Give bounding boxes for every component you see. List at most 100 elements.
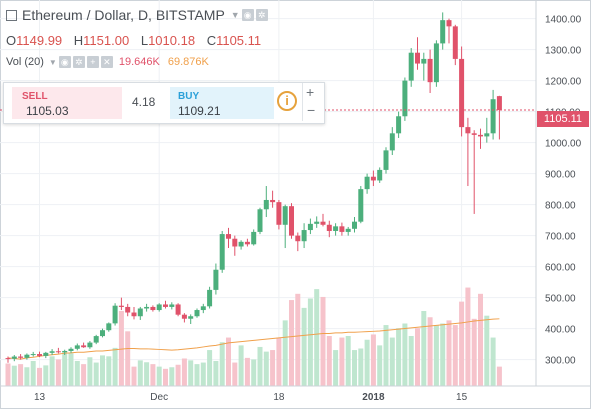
zoom-in-button[interactable]: +: [306, 84, 315, 100]
collapse-square-icon[interactable]: [6, 9, 17, 21]
candle-body: [232, 238, 238, 247]
buy-label: BUY: [178, 91, 200, 102]
volume-bar: [352, 350, 357, 386]
volume-bar: [144, 362, 150, 386]
candle-body: [339, 226, 345, 232]
candle-body: [389, 133, 395, 151]
candle-body: [144, 306, 150, 309]
volume-bar: [433, 325, 439, 386]
close-icon[interactable]: ✕: [100, 56, 113, 68]
x-tick-label: Dec: [150, 392, 168, 403]
candle-body: [68, 348, 74, 351]
add-icon[interactable]: +: [86, 56, 99, 68]
candle-body: [156, 304, 162, 311]
candle-body: [421, 58, 427, 64]
volume-bar: [219, 342, 225, 386]
candle-body: [81, 345, 87, 348]
candle-body: [433, 43, 439, 83]
candle-body: [333, 226, 339, 231]
chevron-down-icon[interactable]: ▼: [48, 57, 57, 67]
volume-bar: [112, 347, 118, 386]
volume-bar: [55, 359, 61, 386]
y-tick-label: 800.00: [545, 201, 576, 212]
candle-body: [276, 202, 282, 225]
candle-body: [137, 308, 143, 317]
volume-bar: [345, 336, 351, 386]
volume-bar: [314, 289, 320, 386]
volume-bar: [106, 356, 112, 386]
candle-body: [112, 305, 118, 324]
volume-bar: [370, 334, 376, 386]
sell-button[interactable]: SELL 1105.03: [12, 87, 122, 119]
zoom-out-button[interactable]: −: [307, 102, 316, 118]
candle-body: [484, 133, 490, 137]
symbol-header: Ethereum / Dollar, D, BITSTAMP ▼ ◉ ✲: [6, 7, 268, 23]
candle-body: [251, 231, 257, 245]
y-tick-label: 900.00: [545, 170, 576, 181]
candle-body: [131, 312, 137, 317]
candle-body: [37, 354, 42, 356]
volume-bar: [30, 361, 36, 386]
candle-body: [87, 342, 93, 348]
candle-body: [370, 176, 376, 181]
buy-button[interactable]: BUY 1109.21: [170, 87, 274, 119]
volume-bar: [5, 363, 11, 386]
candle-body: [175, 304, 181, 315]
candle-body: [5, 358, 11, 360]
candle-body: [427, 58, 433, 83]
volume-bar: [452, 325, 458, 386]
volume-bar: [213, 361, 219, 386]
candle-body: [377, 169, 383, 181]
candle-body: [459, 58, 465, 128]
candle-body: [49, 351, 55, 353]
volume-bar: [427, 317, 433, 386]
volume-bar: [163, 368, 168, 386]
x-tick-label: 15: [456, 392, 468, 403]
volume-bar: [137, 360, 143, 386]
volume-bar: [131, 366, 137, 386]
gear-icon[interactable]: ✲: [255, 9, 268, 21]
eye-icon[interactable]: ◉: [241, 9, 254, 21]
y-tick-label: 1400.00: [545, 15, 582, 26]
candle-body: [352, 221, 357, 229]
candle-body: [125, 306, 131, 313]
gear-icon[interactable]: ✲: [72, 56, 85, 68]
candle-body: [74, 345, 80, 349]
high-label: H: [73, 33, 84, 48]
volume-bar: [358, 348, 364, 386]
last-price-tag: 1105.11: [537, 111, 589, 127]
candle-layer: [5, 12, 502, 363]
candle-body: [30, 354, 36, 356]
candle-body: [238, 241, 244, 247]
candle-body: [163, 304, 168, 307]
eye-icon[interactable]: ◉: [58, 56, 71, 68]
volume-bar: [194, 364, 200, 386]
chevron-down-icon[interactable]: ▼: [230, 10, 240, 20]
candle-body: [471, 133, 477, 135]
volume-bar: [320, 296, 326, 386]
low-label: L: [140, 33, 149, 48]
volume-bar: [100, 355, 105, 386]
candle-body: [219, 234, 225, 270]
sell-label: SELL: [22, 91, 48, 102]
close-label: C: [206, 33, 217, 48]
volume-bar: [377, 345, 383, 386]
candle-body: [307, 223, 313, 231]
candle-body: [408, 52, 414, 81]
ma-layer: [7, 318, 500, 360]
volume-bar: [471, 318, 477, 386]
volume-bar: [207, 350, 213, 386]
candle-body: [263, 199, 269, 210]
candle-body: [496, 96, 502, 111]
volume-value: 19.646K: [118, 56, 160, 68]
buy-price: 1109.21: [178, 104, 221, 118]
spread-value: 4.18: [132, 95, 156, 109]
volume-bar: [263, 351, 269, 386]
info-icon[interactable]: i: [277, 91, 297, 111]
volume-bar: [446, 320, 452, 386]
candle-body: [440, 20, 446, 44]
candle-body: [62, 350, 68, 353]
volume-bar: [282, 320, 288, 386]
candle-body: [396, 116, 402, 134]
